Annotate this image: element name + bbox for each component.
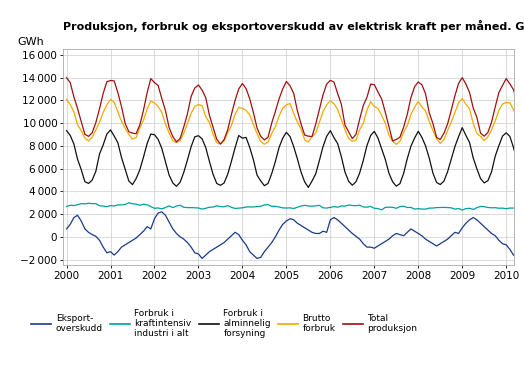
Text: Produksjon, forbruk og eksportoverskudd av elektrisk kraft per måned. GWh: Produksjon, forbruk og eksportoverskudd …: [63, 20, 524, 32]
Legend: Eksport-
overskudd, Forbruk i
kraftintensiv
industri i alt, Forbruk i
alminnelig: Eksport- overskudd, Forbruk i kraftinten…: [31, 309, 417, 338]
Text: GWh: GWh: [18, 37, 45, 47]
